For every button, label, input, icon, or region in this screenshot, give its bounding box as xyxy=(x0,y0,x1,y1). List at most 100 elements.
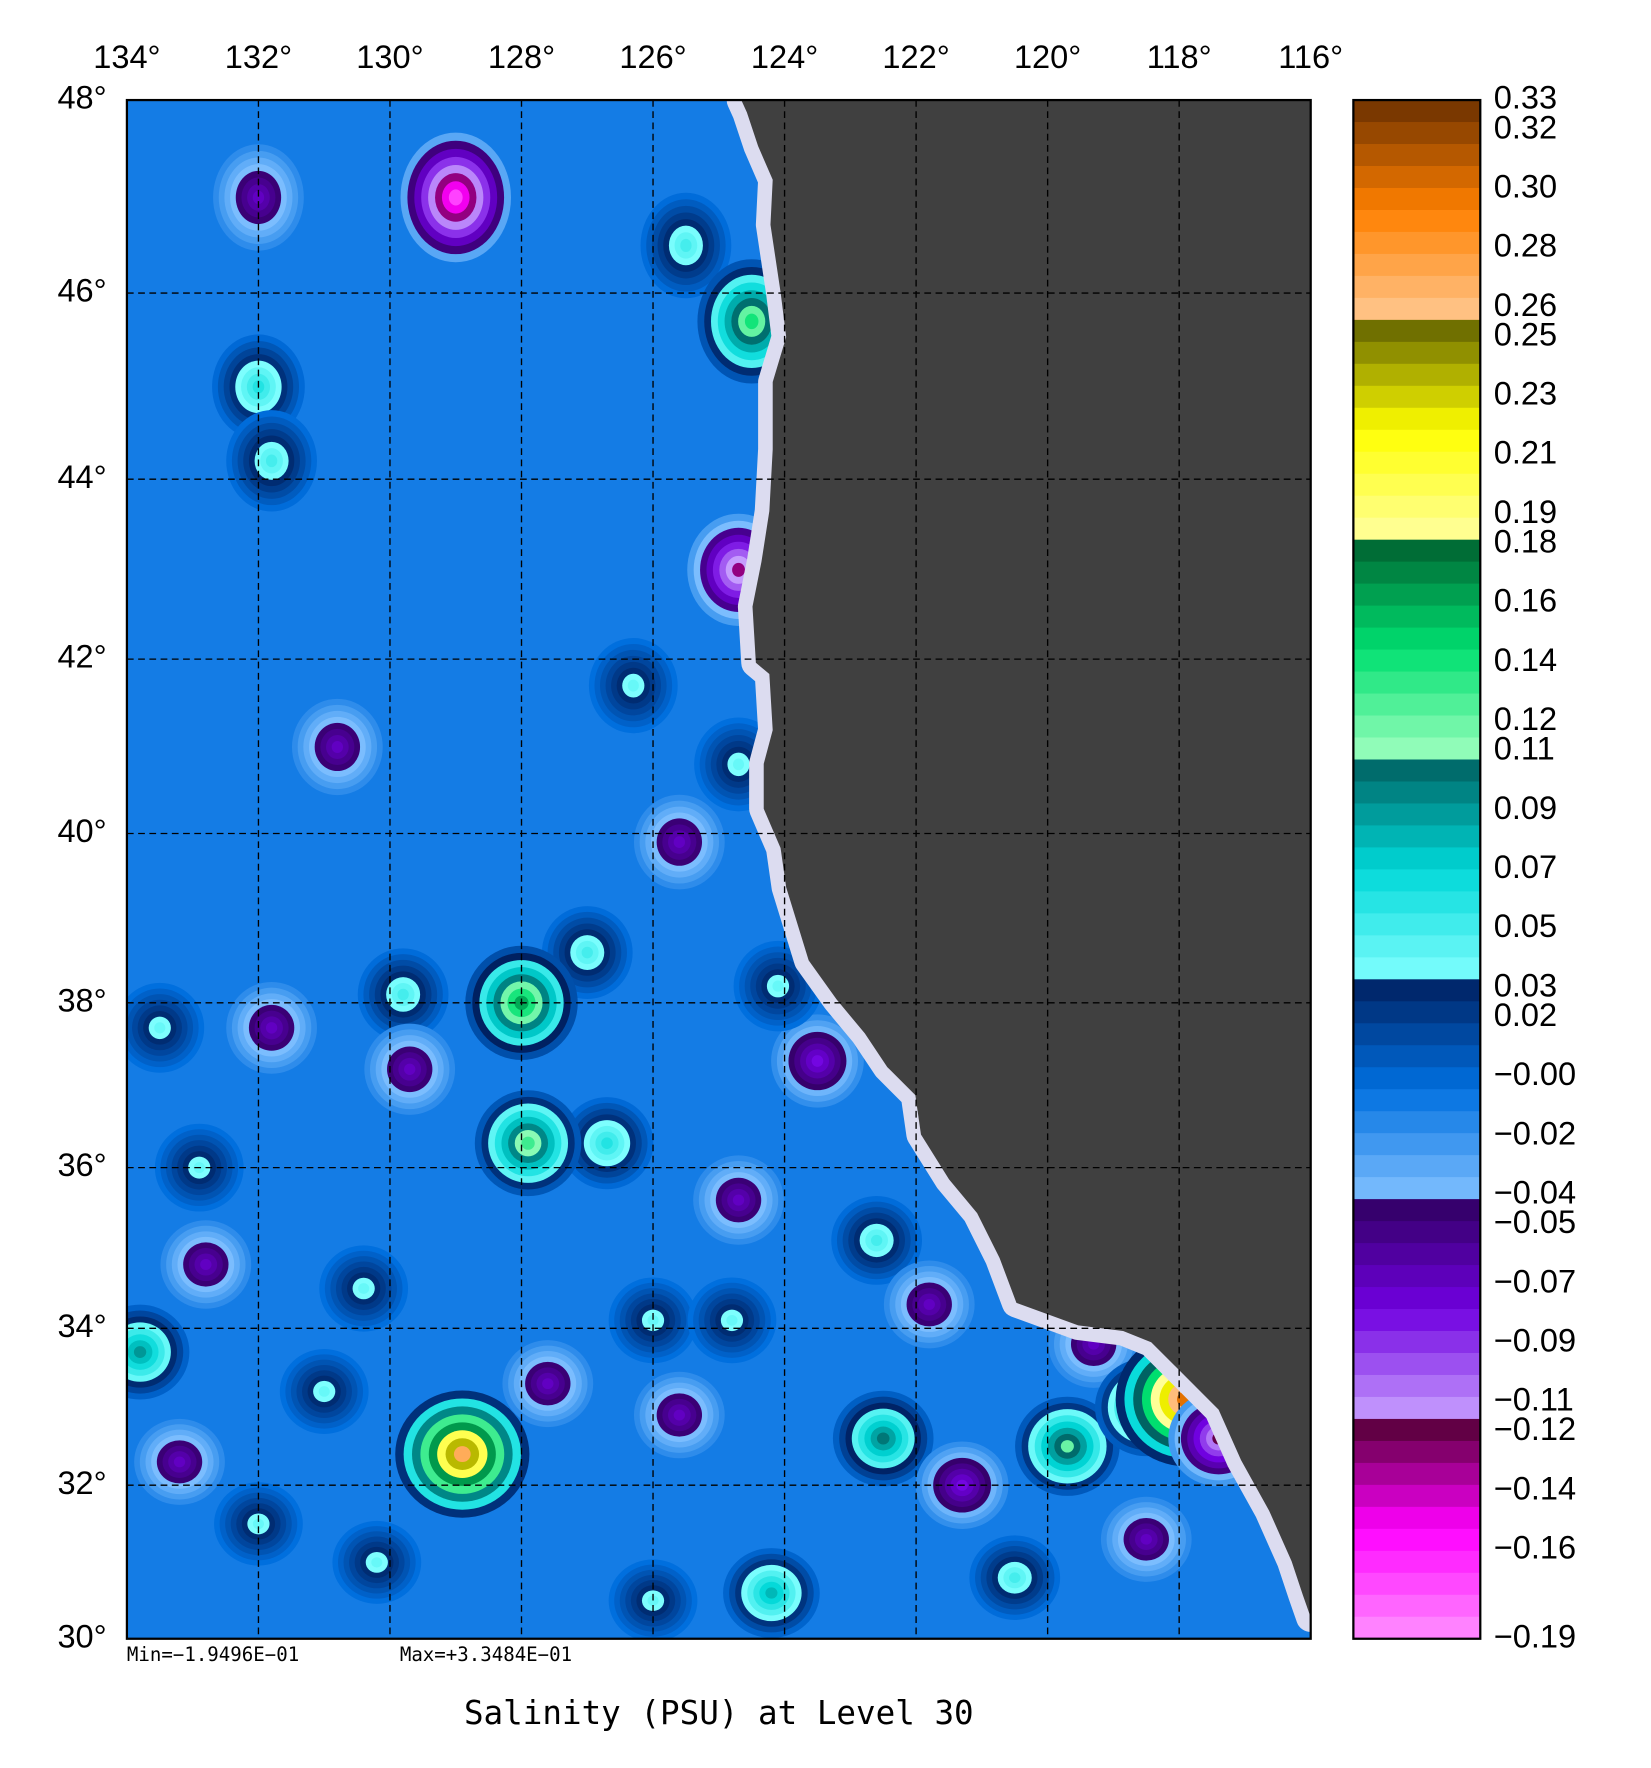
colorbar-swatch xyxy=(1353,825,1481,848)
colorbar-swatch xyxy=(1353,781,1481,805)
colorbar-swatch xyxy=(1353,517,1481,541)
colorbar-swatch xyxy=(1353,1199,1481,1222)
x-tick-label: 120° xyxy=(1014,39,1081,75)
colorbar-swatch xyxy=(1353,1572,1481,1596)
colorbar-tick-label: −0.19 xyxy=(1494,1618,1576,1654)
colorbar-swatch xyxy=(1353,1506,1481,1530)
anomaly-contour xyxy=(744,313,759,330)
chart-title: Salinity (PSU) at Level 30 xyxy=(464,1694,974,1732)
colorbar-tick-label: 0.28 xyxy=(1494,228,1557,264)
colorbar-tick-label: 0.09 xyxy=(1494,790,1557,826)
colorbar-tick-label: 0.21 xyxy=(1494,435,1557,471)
colorbar-swatch xyxy=(1353,1089,1481,1112)
colorbar-tick-label: 0.12 xyxy=(1494,701,1557,737)
colorbar-frame xyxy=(1352,98,1482,1640)
anomaly-contour xyxy=(252,190,265,205)
colorbar-tick-label: 0.33 xyxy=(1494,80,1557,116)
colorbar-swatch xyxy=(1353,319,1481,343)
anomaly-contour xyxy=(811,1055,824,1067)
colorbar-swatch xyxy=(1353,891,1481,914)
colorbar-swatch xyxy=(1353,122,1481,145)
y-tick-label: 34° xyxy=(57,1308,106,1344)
colorbar-swatch xyxy=(1353,1023,1481,1046)
colorbar-swatch xyxy=(1353,649,1481,673)
colorbar-swatch xyxy=(1353,1133,1481,1156)
colorbar-tick-label: 0.18 xyxy=(1494,524,1557,560)
colorbar-tick-label: 0.32 xyxy=(1494,109,1557,145)
anomaly-contour xyxy=(1060,1440,1074,1453)
colorbar-swatch xyxy=(1353,693,1481,717)
colorbar-swatch xyxy=(1353,1309,1481,1332)
colorbar-tick-label: 0.26 xyxy=(1494,287,1557,323)
colorbar-swatch xyxy=(1353,1001,1481,1024)
colorbar-tick-label: 0.25 xyxy=(1494,316,1557,352)
y-tick-label: 42° xyxy=(57,639,106,675)
colorbar-tick-label: 0.07 xyxy=(1494,849,1557,885)
colorbar-swatch xyxy=(1353,253,1481,277)
anomaly-contour xyxy=(765,1587,778,1599)
colorbar-swatch xyxy=(1353,495,1481,519)
colorbar-swatch xyxy=(1353,363,1481,387)
colorbar-swatch xyxy=(1353,231,1481,255)
label-layer: 134° 132° 130° 128° 126° 124° 122° 120° 118° 116°… xyxy=(57,39,1576,1654)
colorbar-swatch xyxy=(1353,759,1481,783)
colorbar-tick-label: 0.30 xyxy=(1494,168,1557,204)
colorbar-swatch xyxy=(1353,165,1481,189)
colorbar-swatch xyxy=(1353,1111,1481,1134)
anomaly-contour xyxy=(876,1432,890,1445)
y-tick-label: 40° xyxy=(57,813,106,849)
anomaly-contour xyxy=(1140,1534,1152,1545)
anomaly-contour xyxy=(521,1136,535,1150)
y-tick-label: 30° xyxy=(57,1618,106,1654)
colorbar-swatch xyxy=(1353,539,1481,563)
colorbar-swatch xyxy=(1353,715,1481,739)
colorbar-swatch xyxy=(1353,209,1481,233)
colorbar-swatch xyxy=(1353,869,1481,892)
colorbar-swatch xyxy=(1353,935,1481,958)
colorbar-swatch xyxy=(1353,803,1481,826)
colorbar-swatch xyxy=(1353,671,1481,695)
colorbar-swatch xyxy=(1353,429,1481,453)
anomaly-contour xyxy=(453,1446,471,1463)
anomaly-contour xyxy=(673,836,686,848)
colorbar-tick-label: −0.07 xyxy=(1494,1263,1576,1299)
colorbar-swatch xyxy=(1353,979,1481,1002)
colorbar-swatch xyxy=(1353,1484,1481,1508)
anomaly-contour xyxy=(404,1063,416,1075)
colorbar-tick-label: −0.09 xyxy=(1494,1322,1576,1358)
anomaly-contour xyxy=(371,1557,383,1568)
colorbar-swatch xyxy=(1353,341,1481,365)
colorbar-swatch xyxy=(1353,473,1481,497)
colorbar-swatch xyxy=(1353,1594,1481,1618)
min-label: Min=−1.9496E−01 xyxy=(127,1643,299,1666)
anomaly-contour xyxy=(173,1456,186,1468)
colorbar-tick-label: 0.23 xyxy=(1494,376,1557,412)
colorbar-tick-label: −0.02 xyxy=(1494,1115,1576,1151)
colorbar-tick-label: 0.05 xyxy=(1494,908,1557,944)
anomaly-contour xyxy=(627,679,639,692)
colorbar-tick-label: 0.14 xyxy=(1494,642,1557,678)
anomaly-contour xyxy=(732,562,745,577)
x-tick-label: 128° xyxy=(488,39,555,75)
colorbar-swatch xyxy=(1353,1396,1481,1420)
colorbar-swatch xyxy=(1353,913,1481,936)
colorbar-swatch xyxy=(1353,187,1481,211)
colorbar-swatch xyxy=(1353,1528,1481,1552)
colorbar-swatch xyxy=(1353,1243,1481,1266)
colorbar-tick-label: −0.05 xyxy=(1494,1204,1576,1240)
anomaly-contour xyxy=(680,238,692,253)
anomaly-contour xyxy=(542,1378,554,1390)
colorbar-swatch xyxy=(1353,1440,1481,1464)
colorbar-swatch xyxy=(1353,275,1481,299)
colorbar-swatch xyxy=(1353,1462,1481,1486)
anomaly-contour xyxy=(647,1595,659,1606)
x-tick-label: 116° xyxy=(1278,39,1343,75)
anomaly-contour xyxy=(870,1234,883,1246)
anomaly-contour xyxy=(673,1409,686,1421)
anomaly-contour xyxy=(397,988,409,1001)
y-tick-label: 38° xyxy=(57,982,106,1018)
colorbar-swatch xyxy=(1353,1418,1481,1442)
anomaly-contour xyxy=(1009,1572,1021,1584)
anomaly-contour xyxy=(265,454,278,468)
x-tick-label: 130° xyxy=(356,39,423,75)
